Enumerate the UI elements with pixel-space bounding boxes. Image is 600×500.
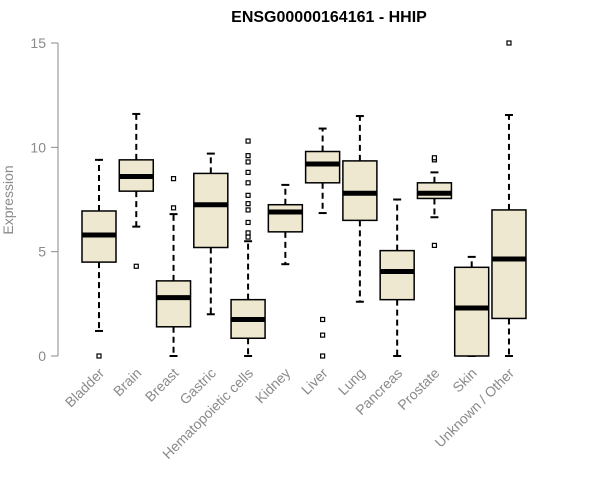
- x-tick-label: Bladder: [62, 365, 108, 411]
- box-group: [267, 183, 304, 266]
- x-tick-label: Prostate: [394, 365, 442, 413]
- y-tick-label: 0: [38, 348, 46, 364]
- iqr-box: [193, 172, 229, 249]
- outlier-point: [245, 230, 251, 236]
- iqr-box: [155, 280, 192, 328]
- iqr-box: [416, 182, 453, 200]
- chart-title: ENSG00000164161 - HHIP: [231, 9, 427, 26]
- box-group: [491, 40, 527, 357]
- boxes: [81, 40, 527, 359]
- box-group: [118, 112, 155, 269]
- box-group: [453, 255, 490, 357]
- box-group: [193, 152, 229, 316]
- iqr-box: [267, 203, 304, 233]
- outlier-point: [320, 332, 326, 338]
- outlier-point: [245, 234, 251, 240]
- outlier-point: [245, 201, 251, 207]
- iqr-box: [379, 249, 415, 301]
- outlier-point: [320, 353, 326, 359]
- outlier-point: [245, 138, 251, 144]
- outlier-point: [245, 169, 251, 175]
- box-group: [81, 158, 117, 359]
- outlier-point: [245, 192, 251, 198]
- x-tick-label: Liver: [298, 365, 331, 398]
- y-tick-label: 10: [30, 139, 46, 155]
- outlier-point: [245, 207, 251, 213]
- iqr-box: [453, 266, 490, 357]
- box-group: [416, 155, 453, 249]
- box-group: [155, 176, 192, 357]
- x-tick-label: Lung: [335, 365, 368, 398]
- outlier-point: [170, 205, 177, 211]
- outlier-point: [245, 180, 251, 186]
- outlier-point: [245, 159, 251, 165]
- y-tick-label: 15: [30, 35, 46, 51]
- box-group: [230, 138, 266, 357]
- iqr-box: [304, 150, 341, 184]
- box-group: [379, 198, 415, 357]
- box-group: [304, 127, 341, 359]
- outlier-point: [245, 219, 251, 226]
- x-tick-label: Breast: [142, 365, 182, 405]
- x-tick-label: Brain: [110, 365, 144, 399]
- box-group: [342, 115, 378, 303]
- outlier-point: [96, 353, 102, 359]
- outlier-point: [133, 263, 139, 269]
- outlier-point: [431, 242, 438, 249]
- x-tick-label: Skin: [449, 365, 480, 396]
- outlier-point: [170, 176, 177, 182]
- x-tick-label: Kidney: [252, 365, 294, 407]
- outlier-point: [320, 316, 326, 323]
- iqr-box: [342, 160, 378, 222]
- outlier-point: [245, 153, 251, 159]
- y-axis-label: Expression: [0, 165, 16, 234]
- y-tick-label: 5: [38, 244, 46, 260]
- axes: 0 5 10 15: [30, 35, 59, 364]
- outlier-point: [506, 40, 512, 46]
- iqr-box: [491, 209, 527, 320]
- outlier-point: [431, 155, 438, 161]
